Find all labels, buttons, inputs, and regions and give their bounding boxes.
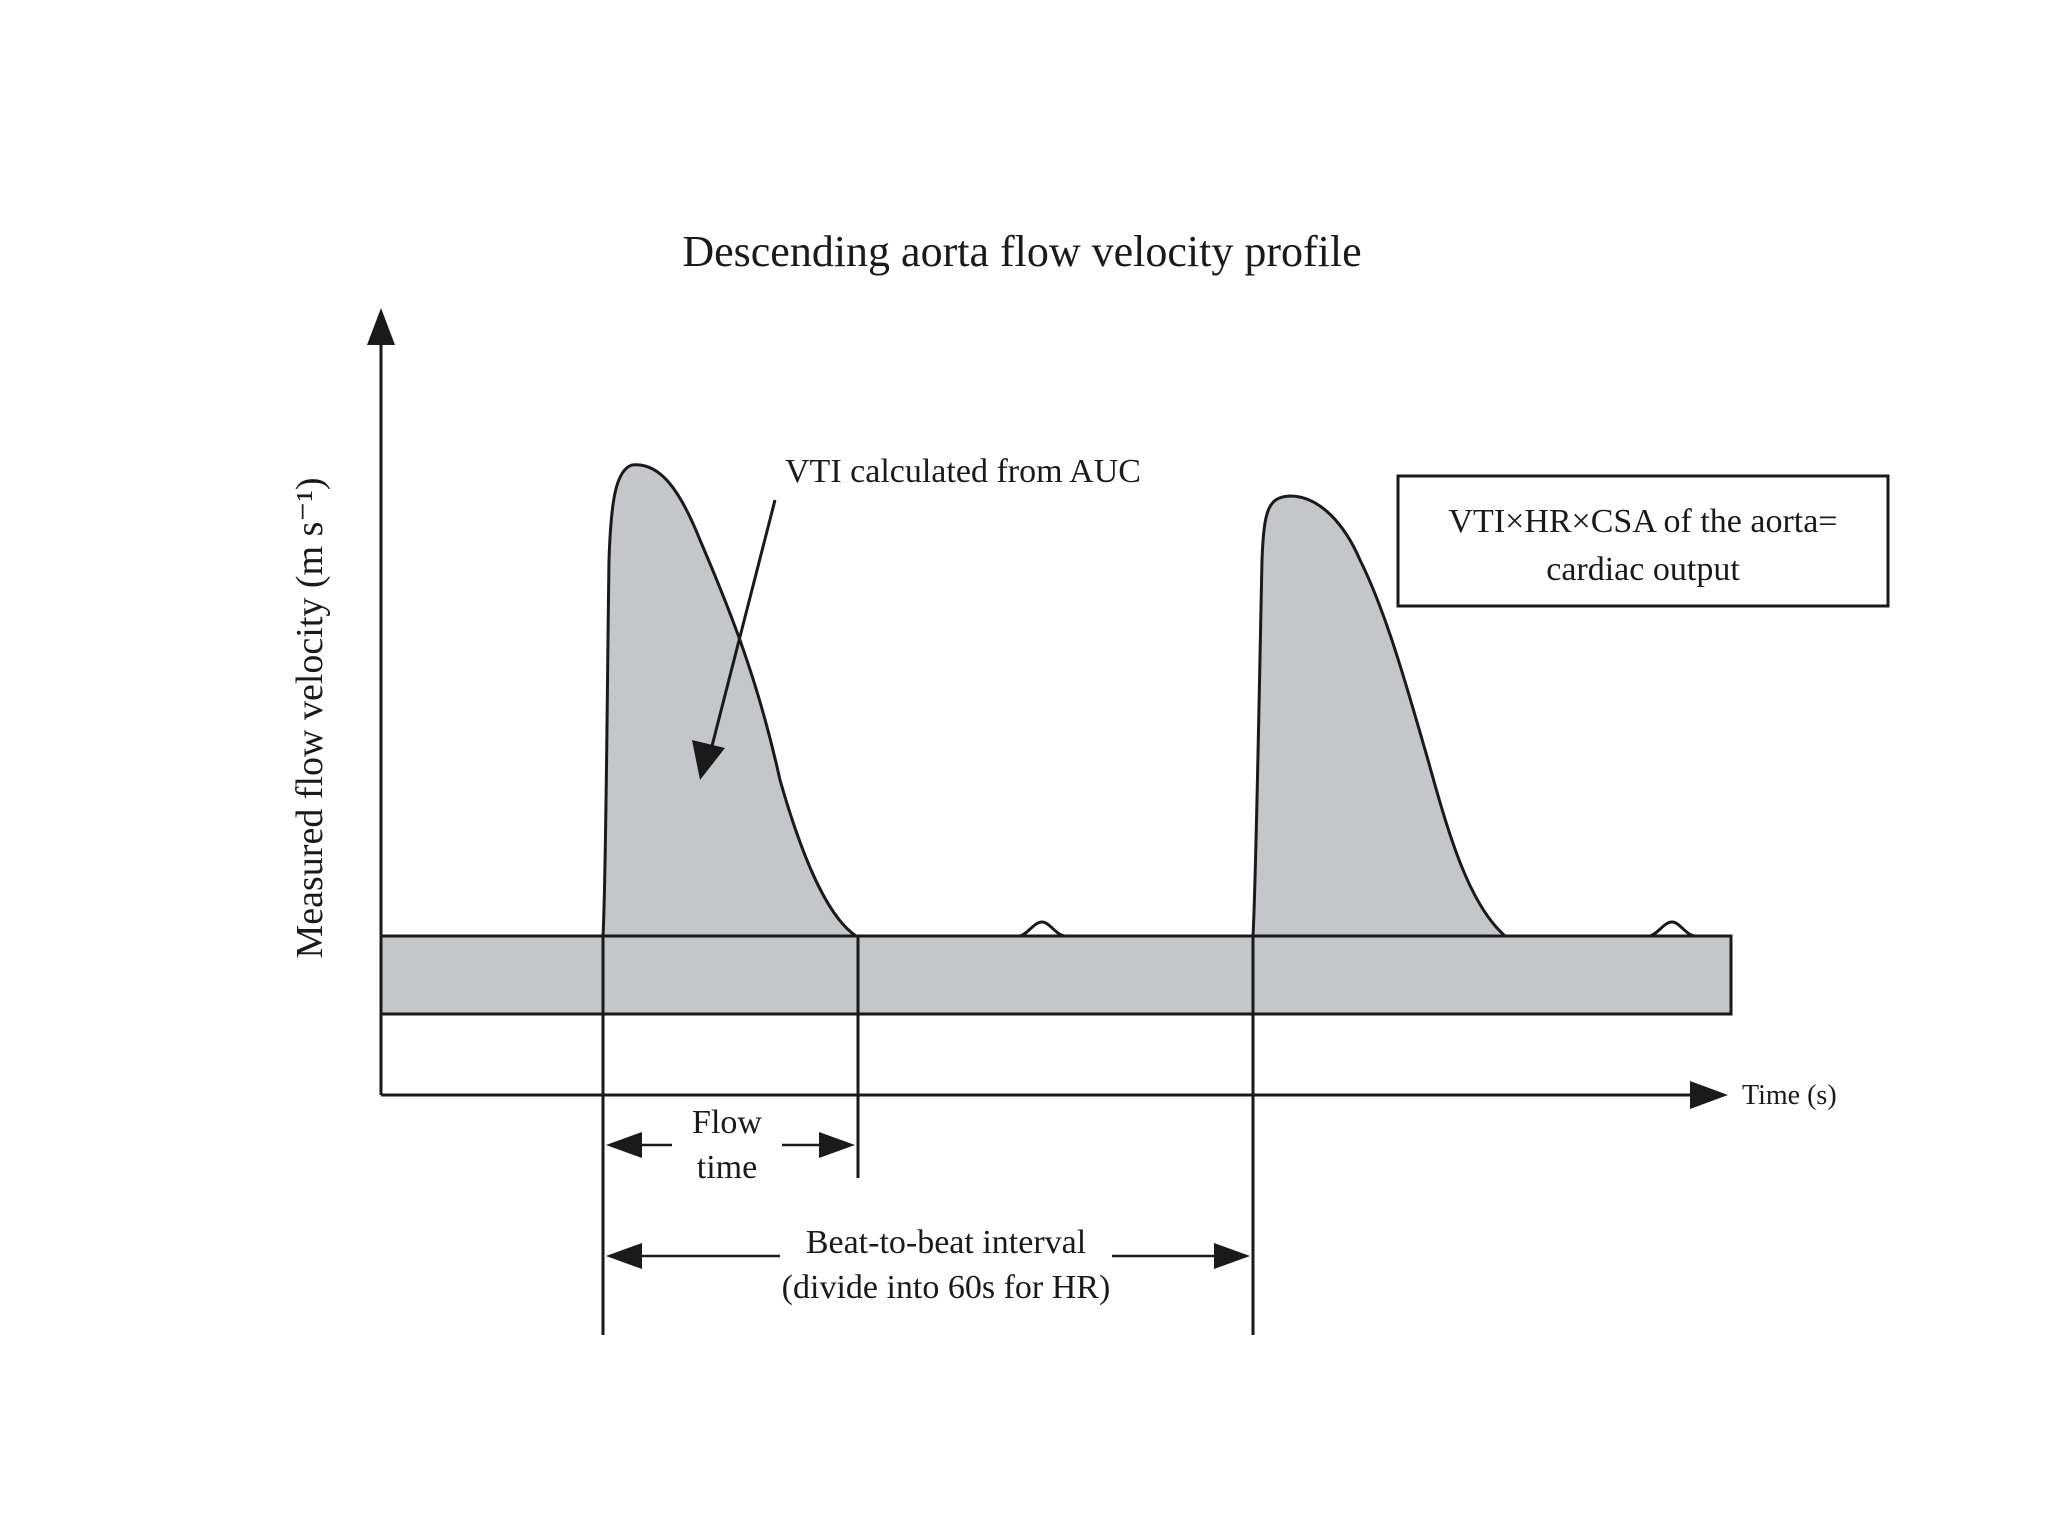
flow-time-label-line-1: Flow [692, 1104, 762, 1141]
diagram-title: Descending aorta flow velocity profile [682, 227, 1361, 276]
waveform-peak-2 [1251, 494, 1509, 938]
waveform-peak-1 [601, 463, 861, 938]
flow-time-arrowhead-right [819, 1132, 855, 1158]
formula-box [1396, 474, 1890, 608]
vti-annotation: VTI calculated from AUC [785, 453, 1141, 490]
y-axis-title: Measured flow velocity (m s⁻¹) [289, 478, 331, 959]
beat-interval-label-line-1: Beat-to-beat interval [806, 1224, 1086, 1261]
beat-interval-label-line-2: (divide into 60s for HR) [782, 1269, 1111, 1306]
baseline-band [379, 934, 1733, 1016]
vti-arrowhead [692, 740, 725, 780]
flow-time-arrowhead-left [606, 1132, 642, 1158]
formula-line-2: cardiac output [1546, 551, 1740, 588]
beat-interval-arrowhead-right [1214, 1243, 1250, 1269]
beat-interval-arrowhead-left [606, 1243, 642, 1269]
x-axis-arrowhead [1690, 1081, 1728, 1109]
y-axis-arrowhead [367, 308, 395, 345]
vti-arrow-shaft [710, 499, 777, 747]
formula-line-1: VTI×HR×CSA of the aorta= [1449, 503, 1838, 540]
flow-time-label-line-2: time [697, 1149, 757, 1186]
x-axis-title: Time (s) [1742, 1080, 1837, 1111]
dicrotic-bump-1 [1019, 920, 1067, 938]
dicrotic-bump-2 [1649, 920, 1697, 938]
